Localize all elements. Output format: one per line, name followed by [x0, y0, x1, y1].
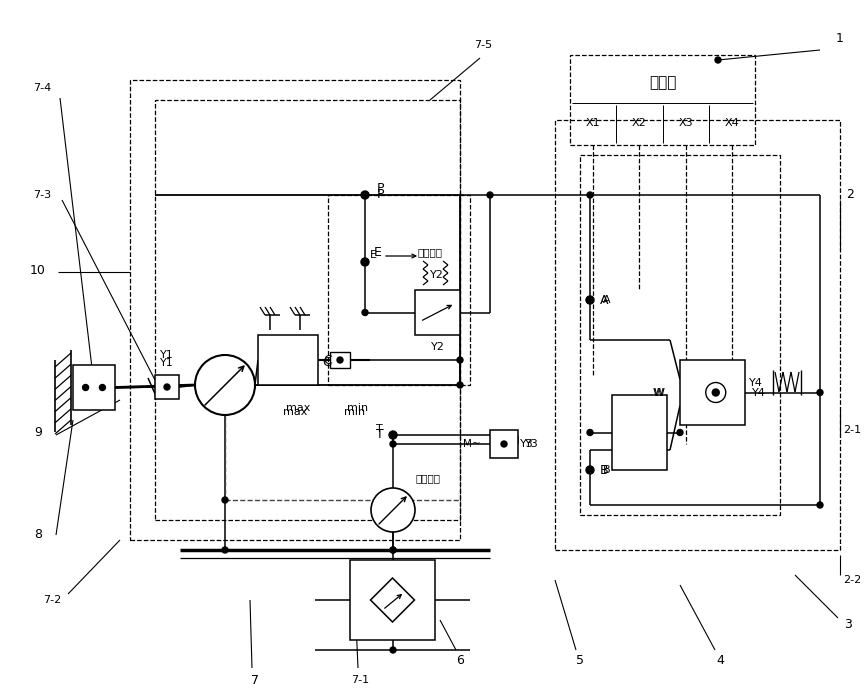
- Circle shape: [587, 429, 593, 435]
- Text: 5: 5: [576, 654, 584, 667]
- Circle shape: [390, 547, 396, 553]
- Circle shape: [487, 192, 493, 198]
- Text: 7-4: 7-4: [33, 83, 51, 93]
- Circle shape: [362, 192, 368, 198]
- Circle shape: [195, 355, 255, 415]
- Text: min: min: [345, 407, 365, 417]
- Text: max: max: [283, 407, 307, 417]
- Circle shape: [817, 502, 823, 508]
- Text: 其它油路: 其它油路: [416, 473, 441, 483]
- Text: 7-2: 7-2: [43, 595, 61, 605]
- Text: B: B: [599, 463, 608, 477]
- Text: X2: X2: [632, 118, 647, 128]
- Text: Y4: Y4: [752, 387, 766, 398]
- Text: T: T: [376, 428, 384, 442]
- Text: 1: 1: [836, 31, 844, 45]
- Text: T: T: [376, 424, 383, 434]
- Circle shape: [586, 466, 594, 474]
- Text: W: W: [652, 387, 663, 398]
- Text: A: A: [604, 295, 611, 305]
- Circle shape: [390, 441, 396, 447]
- Circle shape: [457, 357, 463, 363]
- Circle shape: [222, 497, 228, 503]
- Text: 8: 8: [34, 528, 42, 542]
- Text: X1: X1: [585, 118, 600, 128]
- Text: 9: 9: [34, 426, 42, 438]
- Text: Y2: Y2: [430, 342, 444, 352]
- Circle shape: [457, 382, 463, 388]
- Bar: [155, 375, 179, 399]
- Circle shape: [361, 258, 369, 266]
- Text: X4: X4: [725, 118, 740, 128]
- Text: 7: 7: [251, 674, 259, 686]
- Text: M~: M~: [463, 439, 481, 449]
- Circle shape: [677, 429, 683, 435]
- Bar: [330, 352, 350, 368]
- Bar: [350, 560, 435, 640]
- Text: W: W: [654, 388, 664, 398]
- Text: Y1: Y1: [160, 358, 174, 368]
- Text: max: max: [286, 403, 310, 413]
- Text: Y1: Y1: [160, 350, 174, 360]
- Bar: [490, 430, 518, 458]
- Text: B: B: [604, 465, 611, 475]
- Bar: [328, 195, 470, 385]
- Text: A: A: [600, 294, 608, 306]
- Bar: [73, 365, 115, 410]
- Text: 先导油路: 先导油路: [417, 247, 443, 257]
- Text: Y2: Y2: [430, 270, 444, 280]
- Bar: [612, 395, 667, 470]
- Text: C: C: [323, 356, 332, 368]
- Text: 7-3: 7-3: [33, 190, 51, 200]
- Circle shape: [337, 357, 343, 363]
- Text: 2: 2: [846, 189, 854, 201]
- Text: 2-2: 2-2: [843, 575, 861, 585]
- Circle shape: [706, 382, 726, 403]
- Circle shape: [362, 310, 368, 315]
- Circle shape: [390, 547, 396, 553]
- Circle shape: [164, 384, 170, 390]
- Text: 4: 4: [716, 654, 724, 667]
- Text: E: E: [370, 250, 377, 260]
- Text: P: P: [376, 189, 384, 201]
- Circle shape: [586, 296, 594, 304]
- Text: Y4: Y4: [749, 378, 763, 388]
- Bar: [130, 80, 460, 540]
- Text: 控制器: 控制器: [649, 75, 676, 90]
- Text: C: C: [324, 354, 333, 366]
- Circle shape: [361, 191, 369, 199]
- Text: min: min: [347, 403, 369, 413]
- Circle shape: [587, 192, 593, 198]
- Bar: [680, 360, 745, 425]
- Circle shape: [501, 441, 507, 447]
- Text: 6: 6: [456, 654, 464, 667]
- Circle shape: [371, 488, 415, 532]
- Circle shape: [817, 389, 823, 396]
- Bar: [570, 55, 755, 145]
- Text: X3: X3: [678, 118, 693, 128]
- Circle shape: [222, 547, 228, 553]
- Circle shape: [389, 431, 397, 439]
- Text: E: E: [374, 245, 382, 259]
- Bar: [580, 155, 780, 515]
- Text: 10: 10: [30, 264, 46, 277]
- Bar: [555, 120, 840, 550]
- Circle shape: [82, 384, 88, 391]
- Text: Y3: Y3: [520, 439, 533, 449]
- Text: Y3: Y3: [525, 439, 539, 449]
- Bar: [415, 290, 460, 335]
- Circle shape: [390, 647, 396, 653]
- Circle shape: [712, 389, 720, 396]
- Text: 7-5: 7-5: [474, 40, 492, 50]
- Circle shape: [362, 259, 368, 265]
- Circle shape: [715, 57, 721, 63]
- Text: 3: 3: [844, 619, 852, 631]
- Text: P: P: [378, 182, 385, 194]
- Circle shape: [100, 384, 106, 391]
- Text: 2-1: 2-1: [843, 425, 861, 435]
- Bar: [155, 100, 460, 520]
- Bar: [258, 335, 318, 385]
- Text: 7-1: 7-1: [351, 675, 369, 685]
